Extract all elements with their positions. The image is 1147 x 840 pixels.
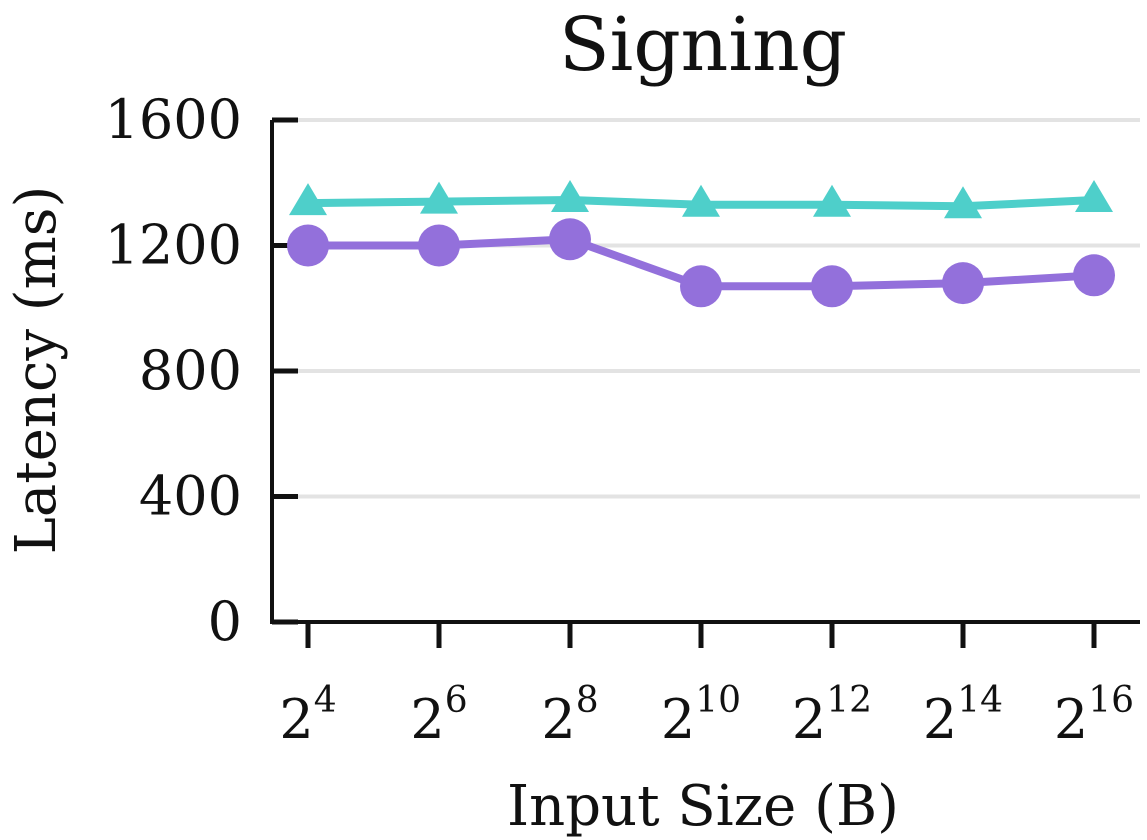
x-tick-label: 28 (541, 680, 598, 751)
y-tick-label: 1200 (105, 214, 242, 277)
data-point-circle (680, 265, 722, 308)
data-point-circle (811, 265, 853, 308)
gridlines (272, 118, 1140, 499)
x-tick-label: 210 (661, 680, 741, 751)
data-point-triangle (682, 184, 720, 217)
series-layer (287, 180, 1115, 308)
y-tick-label: 0 (208, 590, 242, 653)
y-axis-label: Latency (ms) (4, 186, 69, 555)
x-tick-label: 214 (923, 680, 1003, 751)
x-tick-label: 24 (279, 680, 336, 751)
x-axis-label: Input Size (B) (507, 774, 899, 839)
data-point-circle (942, 262, 984, 305)
chart-title: Signing (559, 2, 847, 88)
axes (270, 117, 1140, 648)
x-tick-label: 26 (410, 680, 467, 751)
y-tick-label: 800 (139, 339, 242, 402)
data-point-triangle (1075, 180, 1113, 213)
series-1 (289, 180, 1113, 219)
data-point-triangle (944, 186, 982, 219)
y-tick-label: 1600 (105, 88, 242, 151)
data-point-triangle (551, 180, 589, 213)
y-tick-label: 400 (139, 465, 242, 528)
data-point-circle (1073, 254, 1115, 297)
data-point-triangle (813, 184, 851, 217)
data-point-triangle (289, 183, 327, 216)
x-tick-label: 212 (792, 680, 872, 751)
tick-labels: 0 400 800 1200 1600 24 26 28 210 212 214 216 (105, 88, 1135, 751)
data-point-circle (549, 218, 591, 261)
x-tick-label: 216 (1054, 680, 1134, 751)
data-point-circle (418, 224, 460, 267)
series-2 (287, 218, 1115, 308)
data-point-triangle (420, 181, 458, 214)
data-point-circle (287, 224, 329, 267)
